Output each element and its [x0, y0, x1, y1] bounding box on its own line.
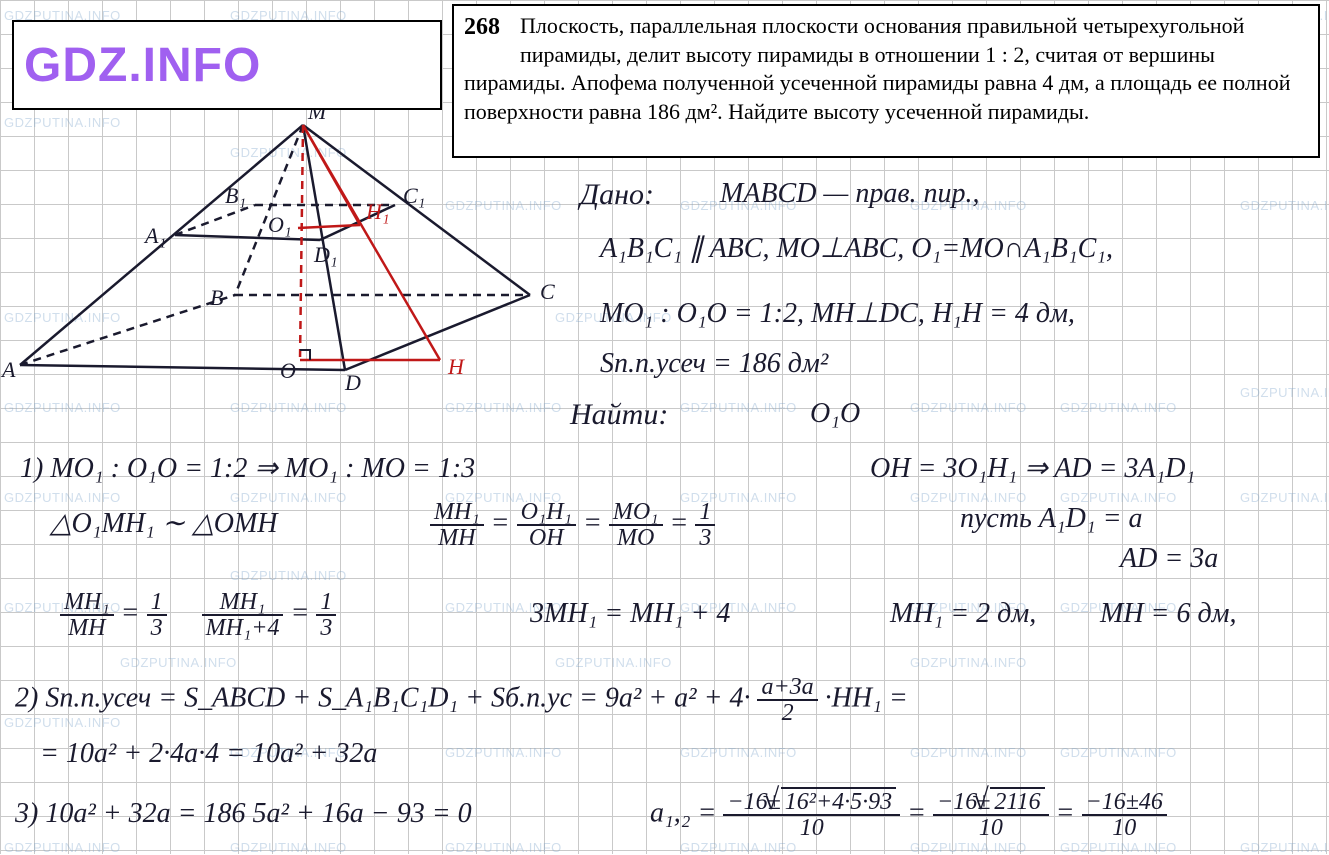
given-2: A₁B₁C₁ ∥ ABC, MO⊥ABC, O₁=MO∩A₁B₁C₁, — [600, 235, 1113, 263]
line4: MH₁MH = 13 MH₁MH₁+4 = 13 — [60, 590, 336, 640]
given-label: Дано: — [580, 180, 654, 210]
logo-box: GDZ.INFO — [12, 20, 442, 110]
find-value: O₁O — [810, 400, 860, 428]
step1a: 1) MO₁ : O₁O = 1:2 ⇒ MO₁ : MO = 1:3 — [20, 455, 475, 483]
step2c: = 10a² + 2·4a·4 = 10a² + 32a — [40, 740, 377, 768]
svg-text:C₁: C₁ — [403, 183, 425, 208]
line4d: MH₁ = 2 дм, — [890, 600, 1036, 628]
svg-text:A₁: A₁ — [143, 223, 166, 248]
line4c: 3MH₁ = MH₁ + 4 — [530, 600, 730, 628]
given-3: MO₁ : O₁O = 1:2, MH⊥DC, H₁H = 4 дм, — [600, 300, 1075, 328]
svg-text:D₁: D₁ — [313, 242, 338, 267]
step2: 2) Sп.п.усеч = S_ABCD + S_A₁B₁C₁D₁ + Sб.… — [15, 675, 908, 725]
given-4: Sп.п.усеч = 186 дм² — [600, 350, 828, 378]
step1c: △O₁MH₁ ∼ △OMH — [50, 510, 278, 538]
svg-text:M: M — [307, 110, 328, 124]
given-1: MABCD — прав. пир., — [720, 180, 979, 208]
ratio-chain: MH₁MH = O₁H₁OH = MO₁MO = 13 — [430, 500, 715, 550]
svg-text:O₁: O₁ — [268, 212, 292, 237]
svg-text:A: A — [0, 357, 16, 382]
svg-text:B₁: B₁ — [225, 183, 246, 208]
step3: 3) 10a² + 32a = 186 5a² + 16a − 93 = 0 — [15, 800, 472, 828]
find-label: Найти: — [570, 400, 668, 430]
svg-text:H₁: H₁ — [365, 199, 390, 224]
line4e: MH = 6 дм, — [1100, 600, 1236, 628]
logo-text: GDZ.INFO — [24, 38, 261, 93]
problem-number: 268 — [464, 12, 500, 43]
svg-text:C: C — [540, 279, 555, 304]
pyramid-diagram: M A B C D A₁ B₁ C₁ D₁ O O₁ H H₁ — [0, 110, 600, 400]
let1: пусть A₁D₁ = a — [960, 505, 1143, 533]
svg-text:B: B — [210, 285, 223, 310]
quadratic: a₁,₂ = −16±16²+4·5·93 10 = −16±2116 10 =… — [650, 790, 1167, 840]
svg-text:H: H — [447, 354, 465, 379]
let2: AD = 3a — [1120, 545, 1218, 573]
step1b: OH = 3O₁H₁ ⇒ AD = 3A₁D₁ — [870, 455, 1195, 483]
svg-text:D: D — [344, 370, 361, 395]
svg-text:O: O — [280, 358, 296, 383]
